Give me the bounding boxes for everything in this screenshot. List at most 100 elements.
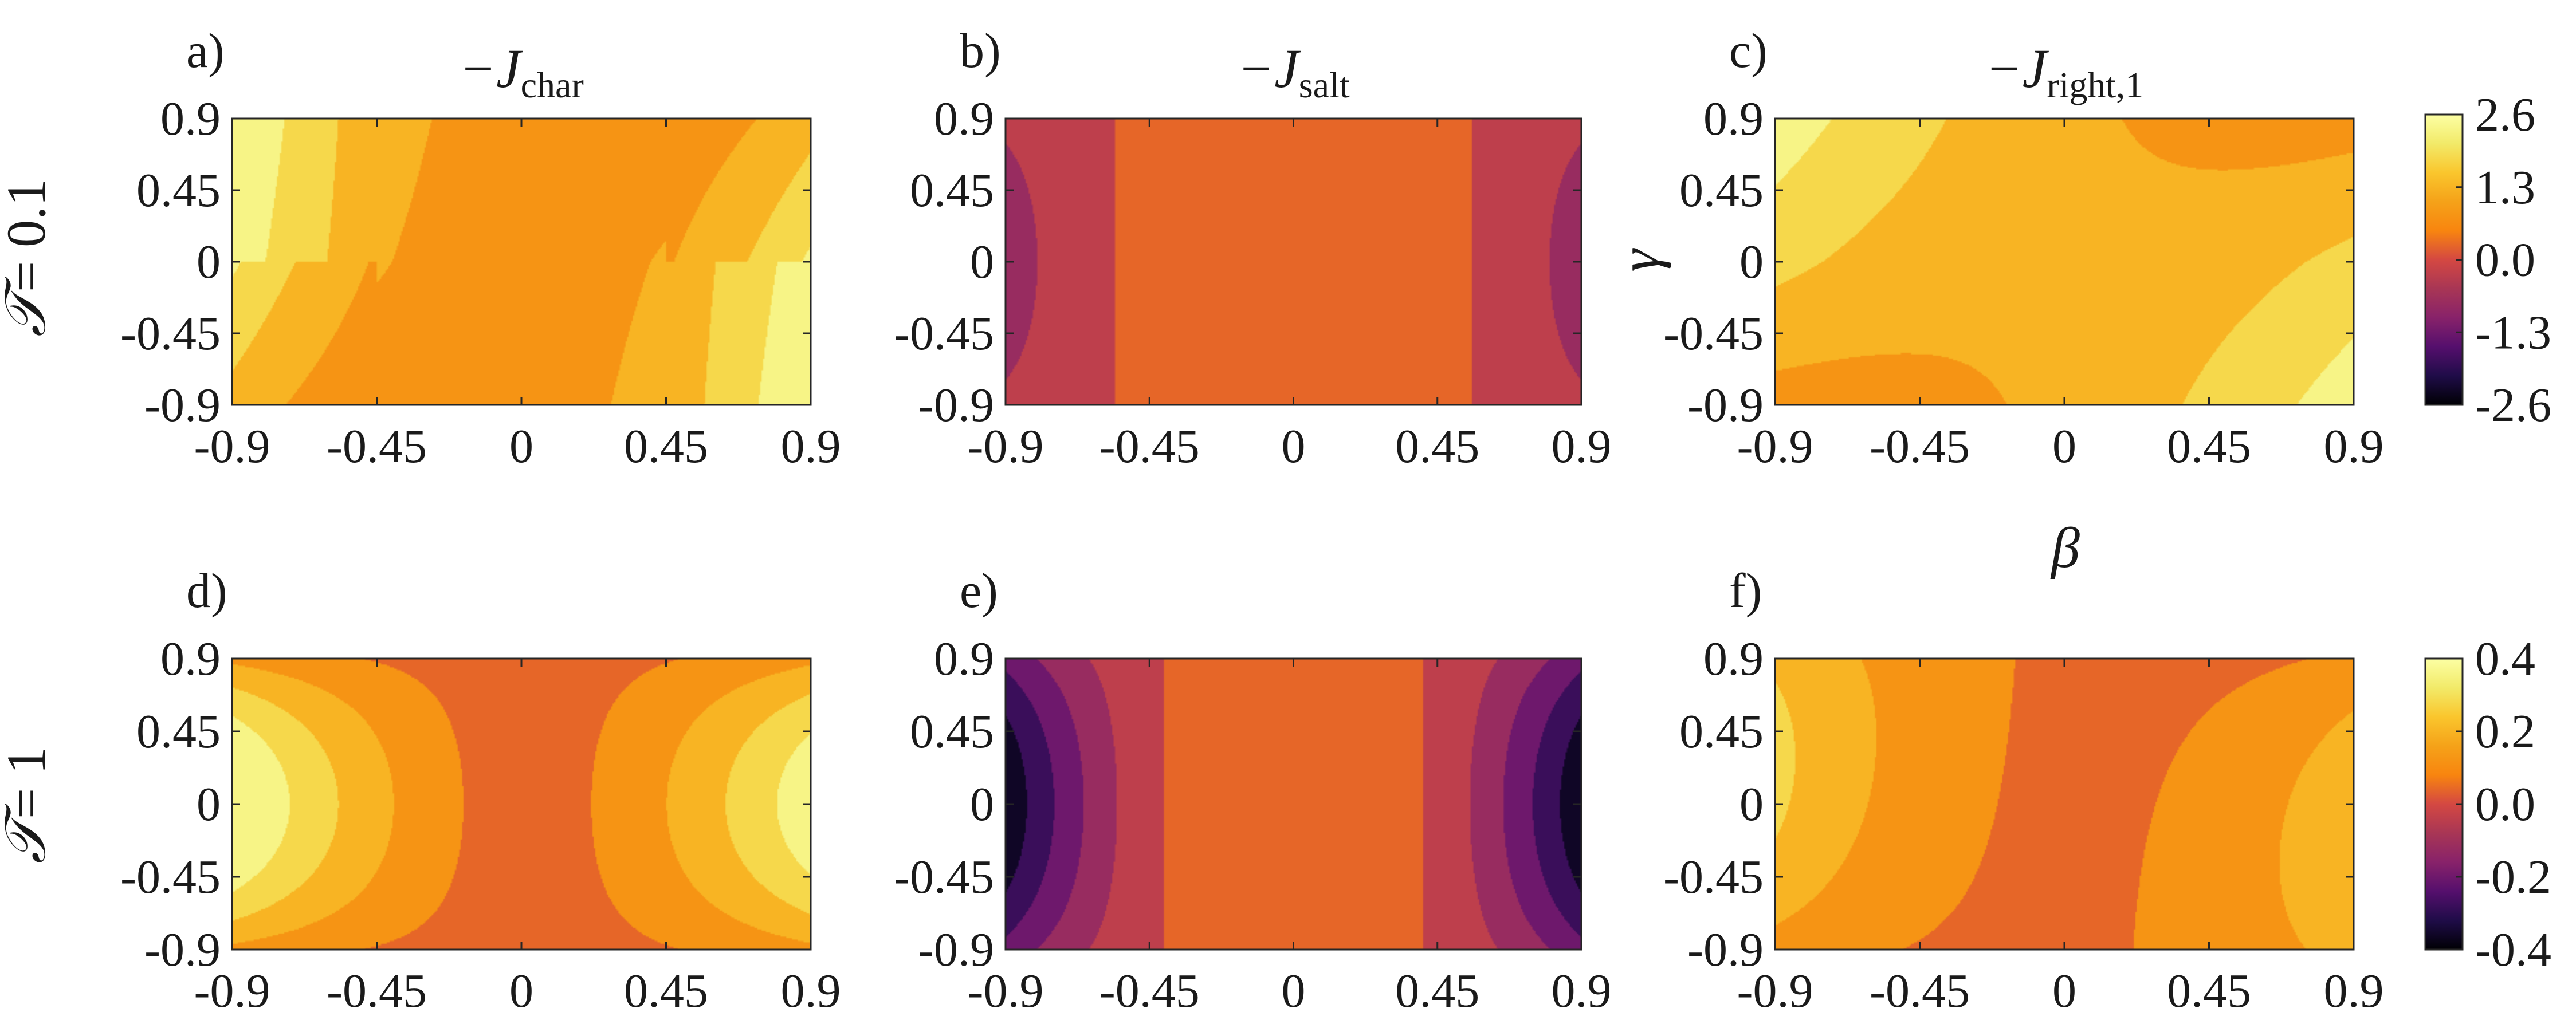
panel-title-main: −J — [1985, 38, 2049, 99]
y-tick-label: -0.45 — [894, 307, 994, 360]
y-tick-label: 0.9 — [1703, 92, 1764, 145]
y-tick-label: -0.9 — [144, 923, 221, 976]
panel-a: a) −Jchar -0.9 -0.45 0 0.45 0.9 0.9 0.45 0 -0.45 -0… — [120, 23, 841, 473]
x-axis-label: β — [2050, 516, 2080, 580]
row-label-top: 𝒯 = 0.1 — [0, 179, 57, 337]
x-tick-label: -0.45 — [1870, 420, 1970, 473]
x-tick-label: 0.9 — [2324, 420, 2384, 473]
colorbar-tick-label: 0.0 — [2475, 778, 2535, 831]
x-tick-label: 0 — [2052, 420, 2076, 473]
y-tick-label: 0 — [197, 778, 221, 831]
x-tick-label: -0.9 — [968, 420, 1044, 473]
y-tick-label: -0.9 — [1687, 379, 1764, 432]
x-tick-label: -0.45 — [1099, 420, 1200, 473]
heatmap-field — [1006, 659, 1581, 950]
x-tick-label: 0.45 — [2167, 964, 2251, 1018]
x-tick-label: 0.9 — [781, 420, 841, 473]
y-tick-label: -0.9 — [918, 923, 994, 976]
y-tick-label: 0.45 — [136, 164, 221, 217]
x-tick-label: 0.9 — [781, 964, 841, 1018]
heatmap-field — [1775, 659, 2354, 950]
y-tick-label: 0 — [970, 235, 994, 289]
colorbar-tick-label: -1.3 — [2475, 306, 2551, 359]
colorbar-tick-label: 0.2 — [2475, 705, 2535, 758]
y-tick-label: 0 — [1739, 778, 1764, 831]
x-tick-label: -0.45 — [327, 964, 427, 1018]
y-tick-label: 0 — [970, 778, 994, 831]
colorbar-tick-label: 0.4 — [2475, 632, 2535, 686]
y-tick-label: -0.45 — [1663, 307, 1764, 360]
panel-title-sub: salt — [1299, 65, 1350, 105]
x-tick-label: 0 — [1282, 964, 1306, 1018]
panel-title-main: −J — [459, 38, 523, 99]
x-tick-label: 0.45 — [624, 420, 708, 473]
panel-d: d) -0.9 -0.45 0 0.45 0.9 0.9 0.45 0 -0.45 -0.9 — [120, 563, 841, 1018]
y-tick-label: 0.9 — [934, 632, 994, 686]
y-tick-label: 0.9 — [160, 92, 221, 145]
x-tick-label: 0.45 — [1395, 964, 1479, 1018]
y-tick-label: -0.9 — [144, 379, 221, 432]
y-tick-label: -0.45 — [120, 850, 221, 904]
y-tick-label: 0.9 — [1703, 632, 1764, 686]
x-tick-label: -0.9 — [1737, 964, 1813, 1018]
colorbar-top: 2.6 1.3 0.0 -1.3 -2.6 — [2424, 88, 2551, 432]
colorbar-bottom: 0.4 0.2 0.0 -0.2 -0.4 — [2424, 632, 2551, 976]
y-tick-label: -0.45 — [120, 307, 221, 360]
colorbar-tick-label: 1.3 — [2475, 161, 2535, 214]
heatmap-field — [232, 659, 811, 950]
panel-title: −Jchar — [459, 38, 584, 105]
x-tick-label: 0.9 — [1552, 964, 1612, 1018]
x-tick-label: 0.45 — [624, 964, 708, 1018]
x-tick-label: 0 — [509, 420, 533, 473]
y-tick-label: 0.45 — [136, 705, 221, 758]
x-tick-label: 0 — [509, 964, 533, 1018]
panel-letter: f) — [1729, 563, 1762, 618]
colorbar-tick-label: 2.6 — [2475, 88, 2535, 141]
panel-f: f) -0.9 -0.45 0 0.45 0.9 0.9 0.45 0 -0.45 -0.9 — [1663, 563, 2383, 1018]
panel-title: −Jright,1 — [1985, 38, 2143, 105]
colorbar-tick-label: 0.0 — [2475, 234, 2535, 287]
x-tick-label: 0.9 — [1552, 420, 1612, 473]
y-tick-label: -0.45 — [1663, 850, 1764, 904]
y-tick-label: 0.45 — [910, 705, 994, 758]
panel-title: −Jsalt — [1237, 38, 1349, 105]
panel-e: e) -0.9 -0.45 0 0.45 0.9 0.9 0.45 0 -0.45 -0.9 — [894, 563, 1611, 1018]
heatmap-field — [232, 119, 811, 405]
x-tick-label: 0.45 — [2167, 420, 2251, 473]
x-tick-label: 0.9 — [2324, 964, 2384, 1018]
panel-title-sub: right,1 — [2047, 65, 2143, 105]
y-axis-label: γ — [1608, 248, 1671, 272]
panels: a) −Jchar-0.9 -0.45 0 0.45 0.90.90.450-0.45-0… — [120, 23, 2383, 1018]
panel-c: c) −Jright,1 -0.9 -0.45 0 0.45 0.9 0.9 0.45 0 -0.4… — [1663, 23, 2383, 473]
x-tick-label: 0 — [2052, 964, 2076, 1018]
x-tick-label: -0.45 — [1099, 964, 1200, 1018]
colorbar-tick-label: -2.6 — [2475, 379, 2551, 432]
panel-letter: b) — [960, 23, 1001, 78]
y-tick-label: -0.9 — [918, 379, 994, 432]
y-tick-label: 0 — [197, 235, 221, 289]
panel-letter: d) — [186, 563, 227, 618]
panel-letter: a) — [186, 23, 225, 78]
y-tick-label: 0.45 — [1679, 705, 1764, 758]
row-label-bottom: 𝒯 = 1 — [0, 747, 57, 864]
heatmap-field — [1775, 119, 2354, 405]
panel-letter: c) — [1729, 23, 1768, 78]
panel-b: b) −Jsalt -0.9 -0.45 0 0.45 0.9 0.9 0.45 0 -0.45 -0… — [894, 23, 1611, 473]
panel-title-sub: char — [521, 65, 584, 105]
x-tick-label: -0.9 — [968, 964, 1044, 1018]
y-tick-label: -0.9 — [1687, 923, 1764, 976]
x-tick-label: 0 — [1282, 420, 1306, 473]
y-tick-label: 0.9 — [934, 92, 994, 145]
colorbar-tick-label: -0.2 — [2475, 850, 2551, 904]
x-tick-label: -0.45 — [1870, 964, 1970, 1018]
x-tick-label: -0.45 — [327, 420, 427, 473]
y-tick-label: -0.45 — [894, 850, 994, 904]
y-tick-label: 0.9 — [160, 632, 221, 686]
colorbars: 2.6 1.3 0.0 -1.3 -2.6 0.4 0.2 0.0 -0.2 -0.4 — [2424, 88, 2551, 976]
y-tick-label: 0 — [1739, 235, 1764, 289]
y-tick-label: 0.45 — [1679, 164, 1764, 217]
x-tick-label: -0.9 — [1737, 420, 1813, 473]
panel-title-main: −J — [1237, 38, 1301, 99]
heatmap-field — [1006, 119, 1581, 405]
